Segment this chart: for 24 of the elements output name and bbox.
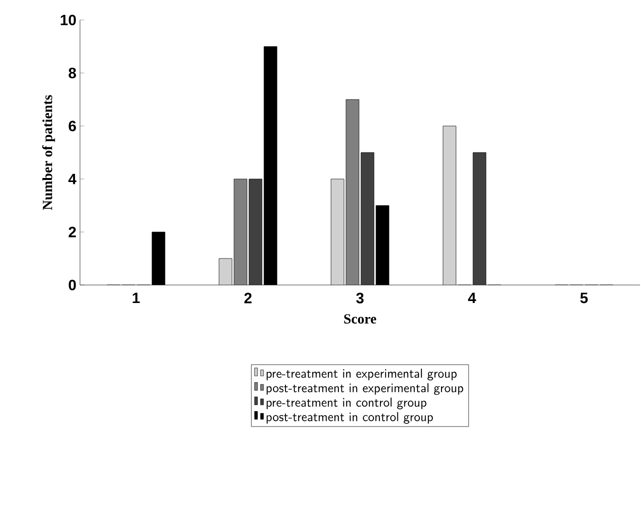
legend-label: post-treatment in experimental group bbox=[266, 383, 464, 395]
bar bbox=[361, 152, 374, 285]
x-tick-label: 3 bbox=[356, 292, 364, 304]
y-tick-label: 6 bbox=[68, 120, 76, 132]
x-tick-label: 2 bbox=[244, 292, 252, 304]
y-tick-label: 10 bbox=[60, 14, 76, 26]
y-axis-title: Number of patients bbox=[42, 95, 56, 210]
bar bbox=[331, 178, 344, 285]
x-axis-title: Score bbox=[344, 314, 376, 324]
legend-label: post-treatment in control group bbox=[266, 412, 433, 424]
legend-label: pre-treatment in control group bbox=[266, 398, 426, 410]
x-tick-label: 1 bbox=[132, 292, 140, 304]
y-tick-label: 8 bbox=[68, 68, 76, 78]
x-tick-label: 5 bbox=[580, 292, 588, 304]
y-tick-label: 4 bbox=[68, 174, 76, 184]
bar bbox=[234, 178, 248, 285]
bar bbox=[473, 152, 486, 285]
bar bbox=[443, 126, 456, 285]
y-tick-label: 2 bbox=[68, 226, 76, 238]
bar bbox=[249, 178, 262, 285]
bar bbox=[346, 99, 360, 285]
legend-label: pre-treatment in experimental group bbox=[266, 368, 457, 380]
x-tick-label: 4 bbox=[468, 292, 476, 304]
y-tick-label: 0 bbox=[68, 280, 76, 290]
